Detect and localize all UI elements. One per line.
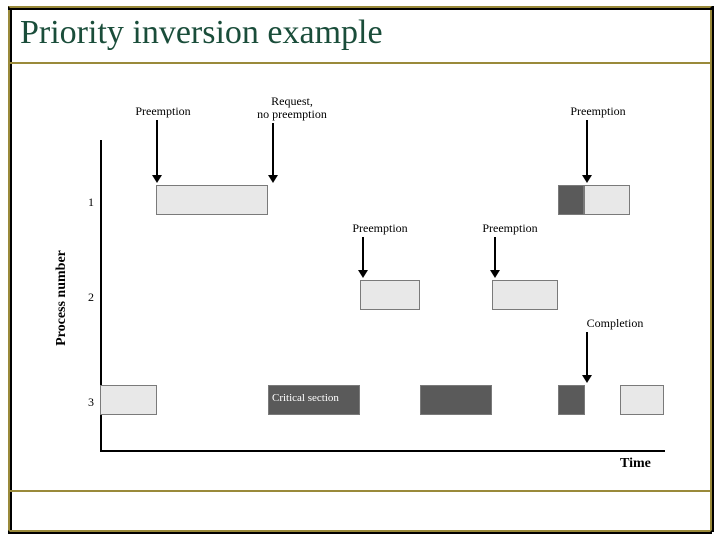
bottom-line [10, 490, 710, 492]
frame-right [710, 6, 714, 532]
annotation-arrow-head-4 [490, 270, 500, 278]
annotation-0-line-0: Preemption [108, 105, 218, 118]
annotation-5-line-0: Completion [560, 317, 670, 330]
annotation-arrow-line-4 [494, 237, 496, 271]
annotation-arrow-head-3 [358, 270, 368, 278]
annotation-arrow-head-0 [152, 175, 162, 183]
block-r3-5 [100, 385, 157, 415]
annotation-3: Preemption [325, 222, 435, 235]
annotation-arrow-head-1 [268, 175, 278, 183]
block-r1-0 [156, 185, 268, 215]
annotation-1-line-0: Request, [237, 95, 347, 108]
annotation-4-line-0: Preemption [455, 222, 565, 235]
x-axis-label: Time [620, 456, 651, 472]
block-r3-9 [620, 385, 664, 415]
row-label-1: 1 [78, 195, 94, 210]
block-r1-1 [558, 185, 584, 215]
block-r2-3 [360, 280, 420, 310]
row-label-2: 2 [78, 290, 94, 305]
block-label-6: Critical section [272, 392, 339, 404]
annotation-4: Preemption [455, 222, 565, 235]
frame-bottom [8, 530, 712, 534]
annotation-2: Preemption [543, 105, 653, 118]
frame-left [8, 6, 12, 532]
y-axis-label: Process number [54, 238, 70, 358]
annotation-arrow-line-3 [362, 237, 364, 271]
page-title: Priority inversion example [20, 14, 383, 52]
annotation-1-line-1: no preemption [237, 108, 347, 121]
annotation-arrow-line-0 [156, 120, 158, 176]
annotation-arrow-line-5 [586, 332, 588, 376]
frame-top [8, 6, 712, 10]
annotation-0: Preemption [108, 105, 218, 118]
annotation-5: Completion [560, 317, 670, 330]
block-r3-7 [420, 385, 492, 415]
block-r2-4 [492, 280, 558, 310]
annotation-arrow-head-5 [582, 375, 592, 383]
annotation-2-line-0: Preemption [543, 105, 653, 118]
block-r3-8 [558, 385, 585, 415]
annotation-arrow-line-2 [586, 120, 588, 176]
block-r1-2 [584, 185, 630, 215]
annotation-1: Request,no preemption [237, 95, 347, 120]
row-label-3: 3 [78, 395, 94, 410]
x-axis [100, 450, 665, 452]
annotation-arrow-head-2 [582, 175, 592, 183]
annotation-arrow-line-1 [272, 123, 274, 176]
annotation-3-line-0: Preemption [325, 222, 435, 235]
title-underline [10, 62, 710, 64]
